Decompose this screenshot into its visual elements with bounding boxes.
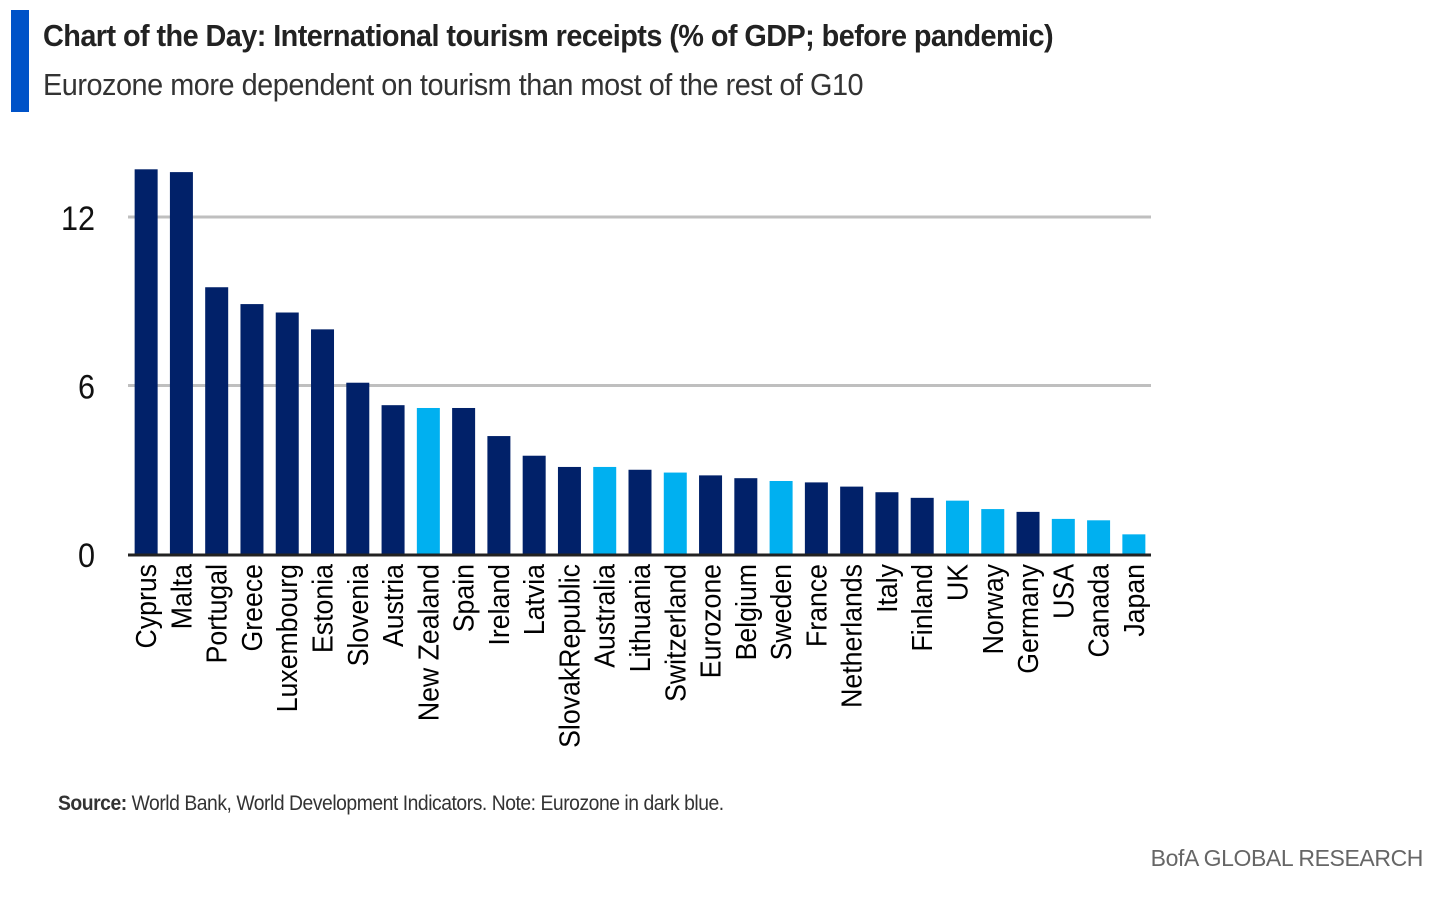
bar-slovenia (346, 382, 370, 554)
x-tick-label: Ireland (483, 564, 515, 646)
x-tick-label: Belgium (730, 564, 762, 660)
title-accent-bar (11, 10, 29, 112)
x-tick-label: Norway (977, 564, 1009, 654)
chart-title: Chart of the Day: International tourism … (43, 18, 1054, 53)
bar-usa (1051, 518, 1075, 554)
x-tick-label: Switzerland (659, 564, 691, 702)
bar-portugal (205, 287, 229, 554)
bar-uk (945, 500, 969, 554)
bar-italy (875, 492, 899, 554)
bar-australia (593, 466, 617, 554)
bar-ireland (487, 436, 511, 554)
bar-norway (981, 509, 1005, 554)
bar-chart: 0 6 12 Cyprus Malta Portugal Greece Luxembourg… (61, 169, 1151, 748)
bar-estonia (311, 329, 335, 554)
bar-latvia (522, 455, 546, 554)
source-label: Source: (58, 792, 127, 815)
x-tick-label: Lithuania (624, 564, 656, 673)
bar-new-zealand (416, 407, 440, 554)
x-tick-label: Greece (236, 564, 268, 651)
x-tick-label: Malta (165, 564, 197, 630)
x-tick-label: Australia (589, 564, 621, 668)
chart-subtitle: Eurozone more dependent on tourism than … (43, 67, 864, 102)
bar-finland (910, 497, 934, 554)
x-tick-label: Estonia (306, 564, 338, 653)
bar-sweden (769, 480, 793, 554)
source-note: Source: World Bank, World Development In… (58, 792, 724, 816)
bar-austria (381, 405, 405, 554)
bars (134, 169, 1146, 554)
x-tick-label: Canada (1083, 564, 1115, 658)
x-tick-label: USA (1047, 564, 1079, 619)
x-tick-label: Slovenia (342, 564, 374, 667)
x-axis-labels: Cyprus Malta Portugal Greece Luxembourg Eston… (130, 564, 1150, 748)
x-tick-label: Luxembourg (271, 564, 303, 712)
x-tick-label: Finland (906, 564, 938, 651)
x-tick-label: France (800, 564, 832, 647)
x-tick-label: Netherlands (836, 564, 868, 708)
x-tick-label: Sweden (765, 564, 797, 660)
x-tick-label: Eurozone (695, 564, 727, 678)
x-tick-label: Italy (871, 564, 903, 613)
x-tick-label: Germany (1012, 564, 1044, 674)
bar-greece (240, 304, 264, 554)
bar-malta (169, 172, 193, 554)
bar-cyprus (134, 169, 158, 554)
y-tick-label: 0 (78, 537, 95, 575)
x-tick-label: UK (941, 564, 973, 601)
x-tick-label: Latvia (518, 564, 550, 636)
bar-japan (1122, 534, 1146, 554)
x-tick-label: Portugal (201, 564, 233, 663)
x-tick-label: SlovakRepublic (553, 564, 585, 748)
x-tick-label: Cyprus (130, 564, 162, 648)
x-tick-label: Spain (448, 564, 480, 632)
x-tick-label: New Zealand (412, 564, 444, 721)
bar-germany (1016, 511, 1040, 554)
bar-lithuania (628, 469, 652, 554)
x-tick-label: Austria (377, 564, 409, 648)
source-text: World Bank, World Development Indicators… (126, 792, 725, 815)
bar-france (804, 482, 828, 554)
bar-luxembourg (275, 312, 299, 554)
bar-canada (1087, 520, 1111, 554)
y-axis-ticks: 0 6 12 (61, 200, 95, 575)
y-tick-label: 6 (78, 368, 95, 406)
bar-slovakrepublic (557, 466, 581, 554)
bar-belgium (734, 478, 758, 554)
bar-eurozone (699, 475, 723, 554)
y-tick-label: 12 (61, 200, 95, 238)
bar-spain (452, 407, 476, 554)
bar-switzerland (663, 472, 687, 554)
x-tick-label: Japan (1118, 564, 1150, 637)
brand-logo-text: BofA GLOBAL RESEARCH (1150, 845, 1424, 871)
bar-netherlands (840, 486, 864, 554)
